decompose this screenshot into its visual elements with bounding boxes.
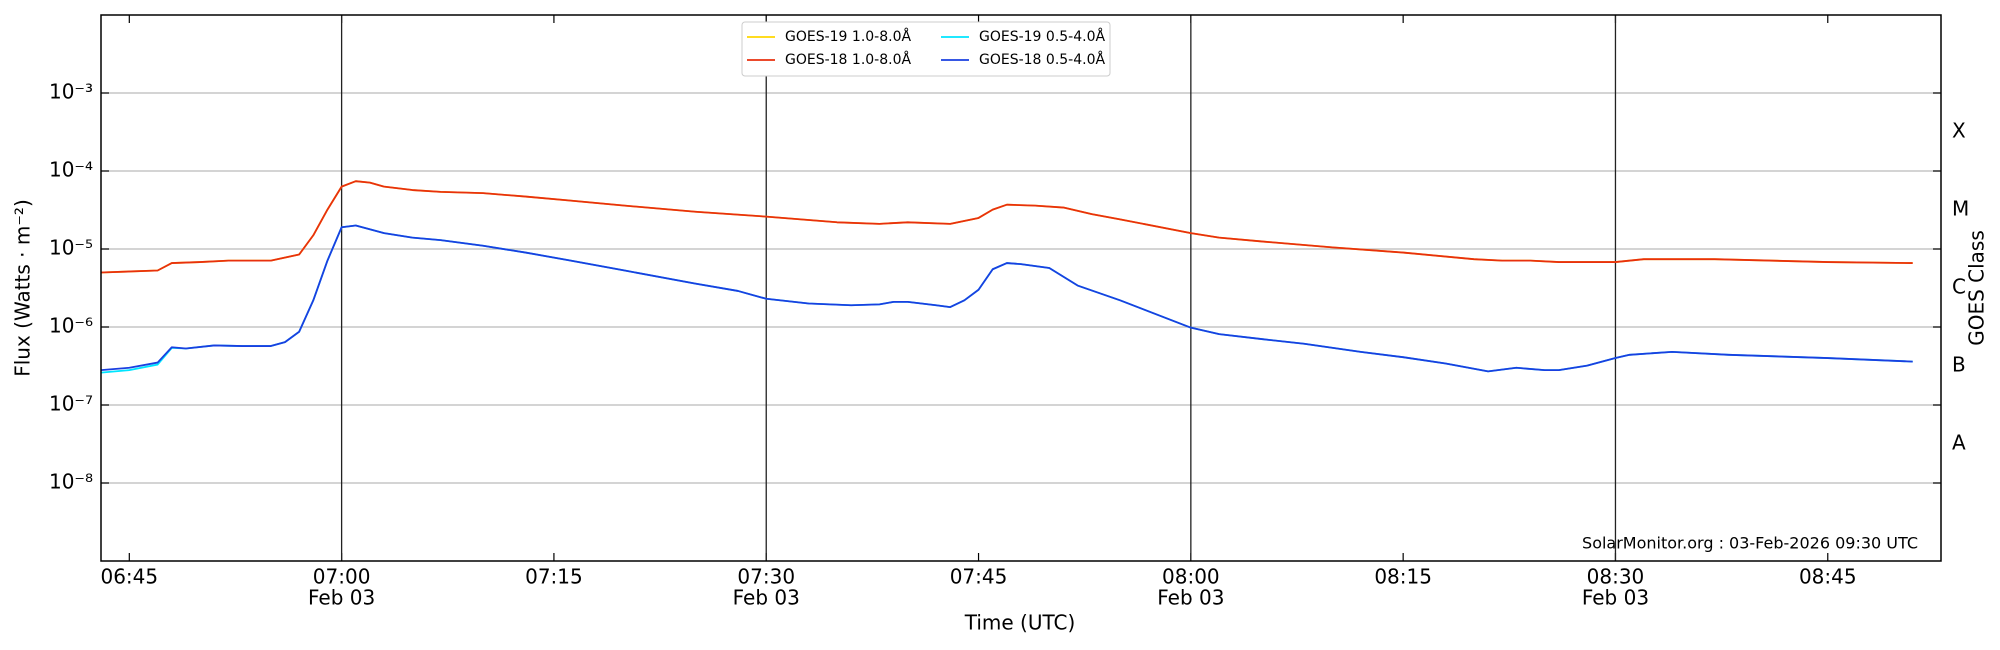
- x-tick-label: 06:45: [100, 565, 158, 589]
- y-tick-label: 10⁻⁵: [49, 236, 93, 260]
- y2-tick-label: B: [1952, 353, 1966, 377]
- legend-label: GOES-18 1.0-8.0Å: [785, 51, 911, 68]
- series-line: [100, 224, 1913, 374]
- series-line: [100, 224, 1913, 373]
- y-tick-label: 10⁻⁶: [49, 314, 93, 338]
- legend-label: GOES-19 1.0-8.0Å: [785, 28, 911, 45]
- y2-tick-label: M: [1952, 197, 1969, 221]
- y-tick-label: 10⁻⁸: [49, 470, 93, 494]
- x-tick-date: Feb 03: [308, 586, 375, 610]
- plot-frame: [100, 14, 1942, 562]
- annotation: SolarMonitor.org : 03-Feb-2026 09:30 UTC: [1582, 534, 1918, 553]
- legend-label: GOES-18 0.5-4.0Å: [979, 51, 1105, 68]
- x-tick-label: 08:15: [1374, 565, 1432, 589]
- y-tick-label: 10⁻⁴: [49, 158, 93, 182]
- x-tick-label: 08:00: [1162, 565, 1220, 589]
- y2-tick-label: X: [1952, 119, 1966, 143]
- series-line: [100, 180, 1913, 274]
- x-tick-label: 08:30: [1587, 565, 1645, 589]
- x-tick-label: 07:00: [313, 565, 371, 589]
- y2-axis-label: GOES Class: [1965, 230, 1989, 346]
- x-tick-label: 07:15: [525, 565, 583, 589]
- x-tick-label: 08:45: [1799, 565, 1857, 589]
- x-tick-date: Feb 03: [1582, 586, 1649, 610]
- y-tick-label: 10⁻³: [49, 80, 93, 104]
- x-tick-label: 07:30: [737, 565, 795, 589]
- x-axis-label: Time (UTC): [964, 611, 1076, 635]
- legend-box: [741, 21, 1111, 77]
- y2-tick-label: A: [1952, 431, 1966, 455]
- y-axis-label: Flux (Watts · m⁻²): [11, 199, 35, 377]
- legend-label: GOES-19 0.5-4.0Å: [979, 28, 1105, 45]
- y2-tick-label: C: [1952, 275, 1966, 299]
- x-tick-label: 07:45: [950, 565, 1008, 589]
- x-tick-date: Feb 03: [733, 586, 800, 610]
- y-tick-label: 10⁻⁷: [49, 392, 93, 416]
- x-tick-date: Feb 03: [1157, 586, 1224, 610]
